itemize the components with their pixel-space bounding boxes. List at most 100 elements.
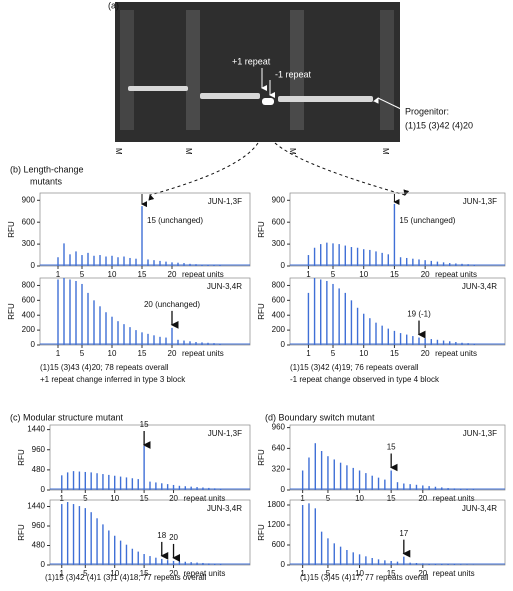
peak — [377, 559, 380, 565]
peak — [396, 561, 399, 565]
y-tick-label: 640 — [272, 444, 286, 453]
peak — [125, 544, 128, 565]
peak — [333, 543, 335, 565]
peak — [102, 474, 104, 490]
x-axis-label: repeat units — [435, 349, 477, 358]
peak — [399, 333, 402, 345]
peak — [96, 473, 98, 490]
x-tick-label: 1 — [56, 270, 61, 279]
peak — [111, 255, 113, 266]
y-tick-label: 1800 — [267, 500, 285, 509]
peak — [171, 327, 173, 345]
peak — [384, 479, 386, 490]
peak — [147, 259, 149, 266]
y-tick-label: 480 — [32, 465, 46, 474]
peak — [93, 255, 95, 266]
peak — [320, 279, 322, 345]
y-axis-label: RFU — [257, 221, 266, 238]
peak — [371, 475, 373, 490]
x-tick-label: 15 — [138, 270, 147, 279]
peak — [338, 288, 340, 345]
peak — [102, 524, 104, 565]
arrow — [373, 97, 404, 111]
peak — [178, 485, 181, 490]
annotation: 18 — [157, 531, 166, 540]
caption: (1)15 (3)43 (4)20; 78 repeats overall — [40, 363, 169, 372]
peak — [314, 443, 316, 490]
peak — [149, 481, 151, 490]
peak — [371, 558, 373, 565]
y-tick-label: 0 — [41, 560, 46, 569]
panel-label: JUN-3,4R — [207, 282, 242, 291]
peak — [108, 530, 110, 565]
x-tick-label: 1 — [306, 349, 311, 358]
x-tick-label: 20 — [418, 494, 427, 503]
annotation: 20 (unchanged) — [144, 300, 200, 309]
peak — [327, 456, 329, 490]
x-tick-label: 5 — [326, 494, 331, 503]
peak — [172, 484, 175, 490]
x-tick-label: 5 — [331, 270, 336, 279]
peak — [166, 560, 169, 565]
peak — [441, 564, 443, 565]
peak — [219, 265, 221, 266]
peak — [165, 337, 167, 345]
peak — [177, 339, 179, 345]
peak — [430, 339, 432, 345]
x-tick-label: 15 — [387, 569, 396, 578]
y-tick-label: 0 — [281, 485, 286, 494]
y-axis-label: RFU — [257, 524, 266, 541]
peak — [165, 261, 167, 266]
peak — [66, 502, 69, 565]
peak — [320, 451, 323, 490]
annotation: 15 — [140, 420, 149, 429]
peak — [87, 252, 89, 266]
peak — [141, 332, 143, 345]
x-tick-label: 5 — [326, 569, 331, 578]
peak — [119, 476, 122, 490]
peak — [78, 506, 81, 565]
x-tick-label: 5 — [80, 349, 85, 358]
x-tick-label: 20 — [168, 270, 177, 279]
peak — [147, 333, 149, 345]
x-axis-label: repeat units — [184, 569, 226, 578]
peak — [111, 316, 113, 345]
peak — [313, 247, 316, 266]
annotation: 17 — [399, 529, 408, 538]
x-tick-label: 15 — [390, 270, 399, 279]
peak — [350, 247, 353, 266]
x-tick-label: 15 — [390, 349, 399, 358]
peak — [90, 512, 92, 565]
peak — [381, 325, 383, 345]
x-tick-label: 1 — [300, 494, 305, 503]
x-tick-label: 10 — [359, 349, 368, 358]
x-tick-label: 1 — [60, 494, 65, 503]
peak — [424, 260, 426, 266]
plot-frame — [39, 277, 251, 346]
panel-label: (b) Length-change — [10, 164, 84, 174]
y-tick-label: 960 — [272, 423, 286, 432]
y-tick-label: 1440 — [27, 502, 45, 511]
peak — [344, 292, 346, 345]
x-tick-label: 1 — [56, 349, 61, 358]
peak — [69, 279, 71, 345]
peak — [75, 280, 77, 345]
y-tick-label: 480 — [32, 541, 46, 550]
y-axis-label: RFU — [17, 524, 26, 541]
panel-label: JUN-1,3F — [463, 197, 497, 206]
peak — [346, 550, 348, 565]
y-tick-label: 200 — [272, 325, 286, 334]
peak — [114, 475, 116, 490]
peak — [177, 262, 179, 266]
peak — [320, 531, 323, 565]
peak — [90, 472, 92, 490]
peak — [308, 503, 310, 565]
peak — [356, 247, 359, 266]
x-tick-label: 20 — [169, 494, 178, 503]
peak — [61, 504, 63, 565]
y-axis-label: RFU — [7, 221, 16, 238]
annotation: 19 (-1) — [407, 310, 431, 319]
peak — [369, 249, 371, 266]
y-tick-label: 900 — [22, 195, 36, 204]
peak — [344, 245, 346, 266]
